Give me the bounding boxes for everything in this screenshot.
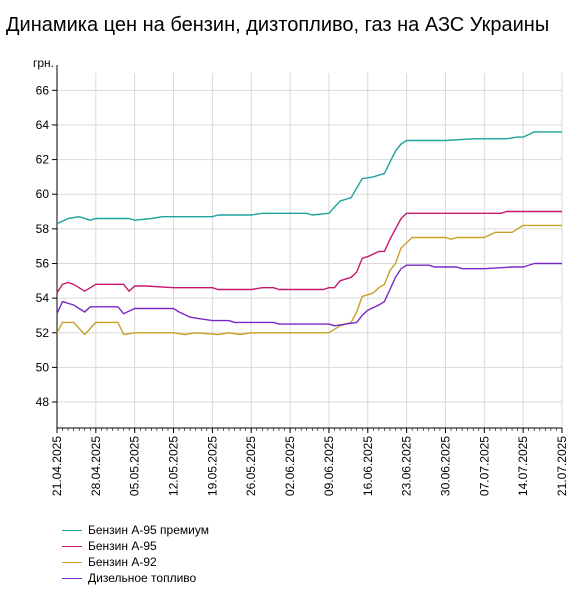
- grid: [56, 73, 563, 428]
- series-layer: [56, 131, 562, 336]
- x-tick-label: 12.05.2025: [167, 436, 181, 496]
- y-tick-label: 54: [36, 291, 50, 305]
- y-tick-label: 48: [36, 395, 50, 409]
- series-line-4: [56, 262, 562, 327]
- series-line-2: [56, 210, 562, 294]
- legend-swatch: [62, 545, 82, 547]
- legend-label: Бензин А-95: [88, 539, 157, 553]
- y-tick-label: 62: [36, 153, 50, 167]
- x-tick-label: 19.05.2025: [205, 436, 219, 496]
- legend-swatch: [62, 561, 82, 563]
- x-tick-label: 09.06.2025: [322, 436, 336, 496]
- x-tick-label: 16.06.2025: [361, 436, 375, 496]
- y-tick-label: 66: [36, 83, 50, 97]
- series-line-3: [56, 224, 562, 336]
- x-tick-label: 28.04.2025: [89, 436, 103, 496]
- x-tick-label: 02.06.2025: [283, 436, 297, 496]
- x-tick-label: 14.07.2025: [516, 436, 530, 496]
- x-tick-label: 23.06.2025: [400, 436, 414, 496]
- y-axis-unit-label: грн.: [33, 56, 54, 70]
- legend-item: Дизельное топливо: [62, 570, 209, 586]
- x-tick-label: 26.05.2025: [244, 436, 258, 496]
- legend-item: Бензин А-95 премиум: [62, 522, 209, 538]
- legend-swatch: [62, 529, 82, 531]
- y-tick-label: 58: [36, 222, 50, 236]
- x-tick-label: 21.07.2025: [555, 436, 569, 496]
- chart-title: Динамика цен на бензин, дизтопливо, газ …: [6, 14, 550, 36]
- axes: 48 50 52 54 56 58 60 62 64 66 21.04.2025 28.04.2025…: [36, 65, 569, 496]
- legend-item: Бензин А-92: [62, 554, 209, 570]
- y-tick-label: 52: [36, 326, 50, 340]
- legend: Бензин А-95 премиум Бензин А-95 Бензин А-9…: [62, 522, 209, 586]
- y-tick-label: 56: [36, 256, 50, 270]
- x-tick-label: 07.07.2025: [477, 436, 491, 496]
- legend-label: Бензин А-95 премиум: [88, 523, 209, 537]
- x-tick-label: 21.04.2025: [50, 436, 64, 496]
- y-tick-label: 60: [36, 187, 50, 201]
- x-tick-label: 05.05.2025: [128, 436, 142, 496]
- series-line-1: [56, 131, 562, 225]
- legend-swatch: [62, 577, 82, 579]
- legend-item: Бензин А-95: [62, 538, 209, 554]
- x-tick-label: 30.06.2025: [438, 436, 452, 496]
- legend-label: Дизельное топливо: [88, 571, 197, 585]
- y-tick-label: 50: [36, 360, 50, 374]
- legend-label: Бензин А-92: [88, 555, 157, 569]
- y-tick-label: 64: [36, 118, 50, 132]
